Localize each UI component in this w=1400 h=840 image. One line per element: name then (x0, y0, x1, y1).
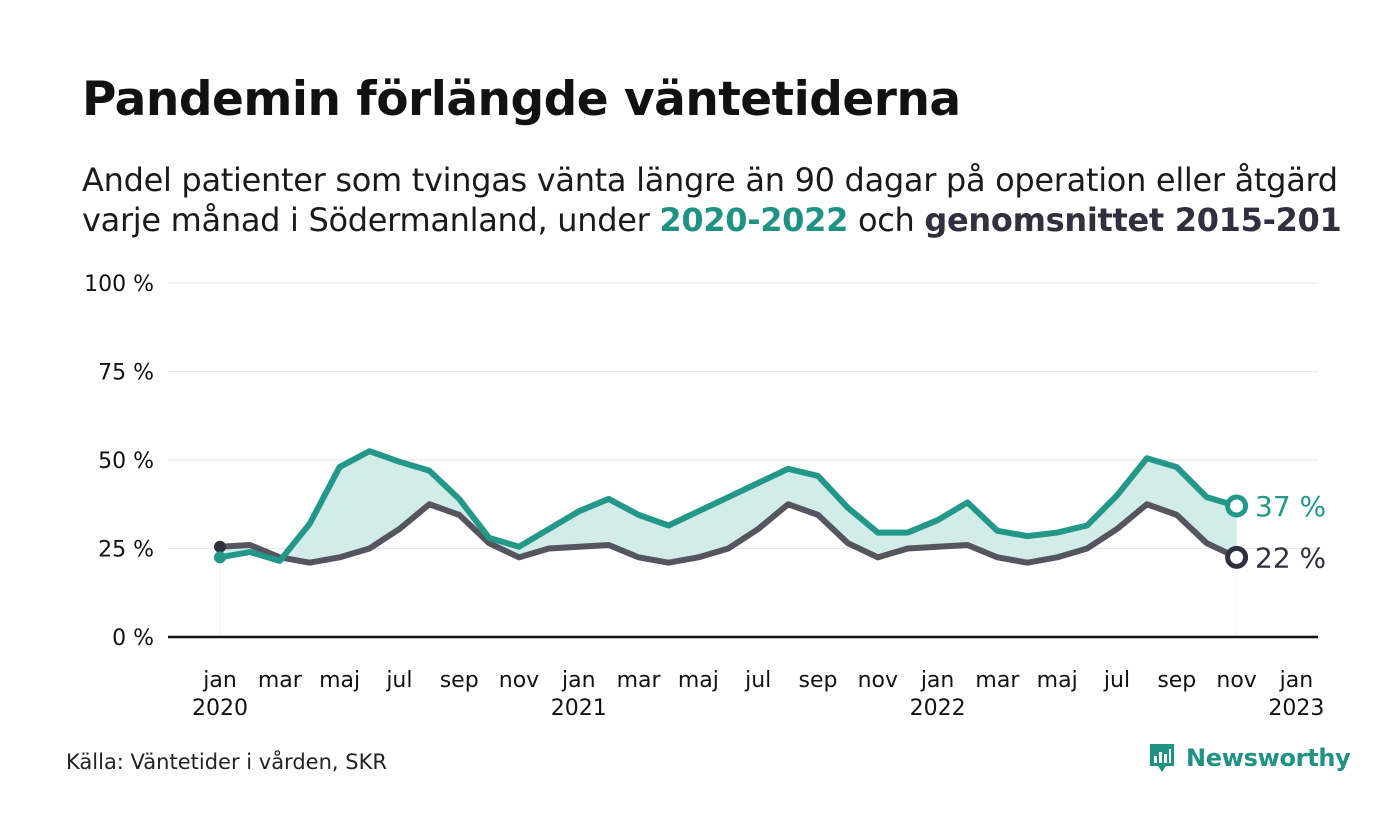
chart-title: Pandemin förlängde väntetiderna (82, 72, 961, 127)
chart-subtitle: Andel patienter som tvingas vänta längre… (82, 160, 1342, 240)
x-tick-label-month: mar (975, 668, 1020, 693)
x-tick-label-year: 2022 (910, 696, 966, 721)
x-tick-label-month: sep (440, 668, 479, 693)
end-label-average: 22 % (1255, 541, 1326, 574)
x-tick-label-month: jul (1103, 668, 1130, 693)
x-tick-label-month: nov (499, 668, 539, 693)
x-tick-label-year: 2021 (551, 696, 607, 721)
x-tick-label-month: sep (799, 668, 838, 693)
series-start-dot-2020-2022 (214, 551, 226, 564)
x-tick-label-month: jul (744, 668, 771, 693)
subtitle-highlight-2020-2022: 2020-2022 (659, 201, 849, 239)
subtitle-line-2: varje månad i Södermanland, under 2020-2… (82, 200, 1342, 240)
subtitle-highlight-average: genomsnittet 2015-2019 (924, 201, 1342, 239)
series-line-layer (214, 448, 1249, 569)
series-line-average (217, 501, 1240, 566)
x-tick-label-year: 2023 (1268, 696, 1324, 721)
x-tick-label-year: 2020 (192, 696, 248, 721)
x-tick-label-month: jan (1279, 668, 1314, 693)
area-fill-layer (220, 451, 1237, 563)
x-tick-label-month: jan (561, 668, 596, 693)
x-tick-label-month: maj (319, 668, 360, 693)
x-tick-label-month: nov (1216, 668, 1256, 693)
end-label-2020-2022: 37 % (1255, 490, 1326, 523)
series-start-dot-average (214, 540, 226, 553)
x-tick-label-month: jan (202, 668, 237, 693)
y-tick-label: 25 % (98, 538, 154, 563)
x-tick-label-month: jul (385, 668, 412, 693)
subtitle-mid: och (848, 201, 925, 239)
x-tick-label-month: nov (858, 668, 898, 693)
brand-name: Newsworthy (1186, 744, 1351, 772)
x-tick-label-month: jan (920, 668, 955, 693)
subtitle-prefix: varje månad i Södermanland, under (82, 201, 660, 239)
x-tick-label-month: mar (617, 668, 662, 693)
source-note: Källa: Väntetider i vården, SKR (66, 750, 387, 774)
brand-logo[interactable]: Newsworthy (1148, 742, 1351, 774)
difference-area (220, 451, 1237, 563)
x-tick-label-month: mar (258, 668, 303, 693)
x-tick-label-month: sep (1157, 668, 1196, 693)
series-end-marker-average (1225, 545, 1249, 569)
label-layer: 37 % 22 % (1255, 490, 1326, 574)
x-tick-label-month: maj (1037, 668, 1078, 693)
y-tick-label: 0 % (112, 626, 154, 651)
newsworthy-logo-icon (1150, 744, 1174, 772)
y-tick-label: 75 % (98, 361, 154, 386)
subtitle-line-1: Andel patienter som tvingas vänta längre… (82, 161, 1338, 199)
series-end-marker-2020-2022 (1225, 494, 1249, 518)
series-line-2020-2022 (217, 448, 1240, 564)
x-tick-label-month: maj (678, 668, 719, 693)
y-tick-label: 50 % (98, 449, 154, 474)
y-tick-label: 100 % (84, 272, 154, 297)
